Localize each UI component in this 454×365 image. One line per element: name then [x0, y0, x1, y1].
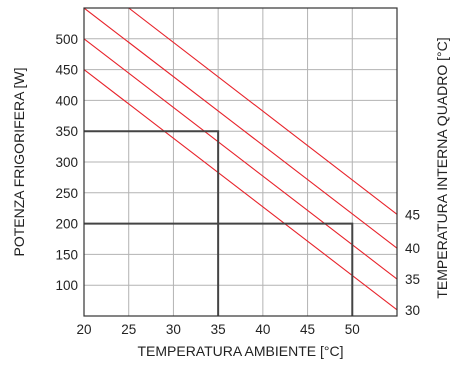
y-tick-label: 100 — [55, 278, 78, 293]
series-line-40 — [84, 8, 397, 249]
y-tick-label: 150 — [55, 247, 78, 262]
x-tick-label: 50 — [345, 322, 360, 337]
series-lines — [84, 8, 397, 311]
y-tick-label: 500 — [55, 32, 78, 47]
x-tick-labels: 20 25 30 35 40 45 50 — [76, 322, 359, 337]
series-label-45: 45 — [405, 207, 420, 222]
x-axis-title: TEMPERATURA AMBIENTE [°C] — [137, 343, 343, 359]
x-tick-label: 25 — [121, 322, 136, 337]
y-tick-label: 350 — [55, 124, 78, 139]
series-line-45 — [128, 8, 397, 215]
guide-example-2 — [84, 222, 354, 316]
y-axis-title: POTENZA FRIGORIFERA [W] — [11, 67, 27, 256]
right-axis-title: TEMPERATURA INTERNA QUADRO [°C] — [434, 37, 450, 298]
x-tick-label: 30 — [166, 322, 181, 337]
y-tick-label: 300 — [55, 155, 78, 170]
grid — [84, 8, 397, 316]
x-tick-label: 20 — [76, 322, 91, 337]
y-tick-label: 450 — [55, 63, 78, 78]
y-tick-label: 400 — [55, 93, 78, 108]
series-label-35: 35 — [405, 272, 420, 287]
series-labels: 30 35 40 45 — [405, 207, 420, 317]
y-tick-labels: 100 150 200 250 300 350 400 450 500 — [55, 32, 78, 293]
guide-example-1 — [84, 130, 220, 316]
series-label-30: 30 — [405, 303, 420, 318]
y-tick-label: 250 — [55, 186, 78, 201]
series-label-40: 40 — [405, 241, 420, 256]
series-line-30 — [84, 69, 397, 311]
series-line-35 — [84, 38, 397, 280]
plot-frame — [83, 7, 398, 317]
x-tick-label: 35 — [211, 322, 226, 337]
x-tick-label: 45 — [300, 322, 315, 337]
reference-guides — [84, 130, 354, 316]
x-tick-label: 40 — [255, 322, 270, 337]
y-tick-label: 200 — [55, 217, 78, 232]
